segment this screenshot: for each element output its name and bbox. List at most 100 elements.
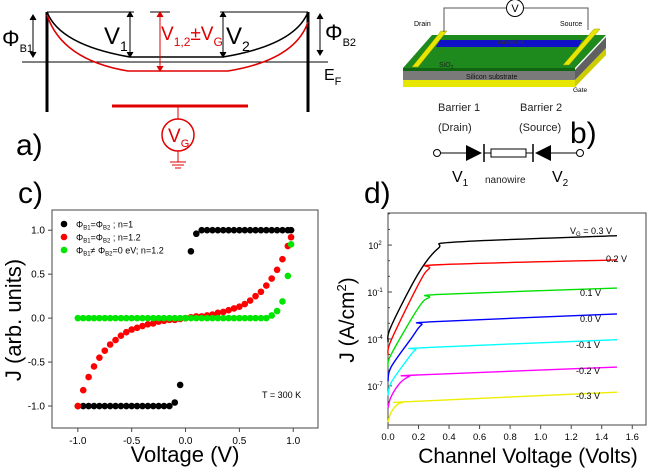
y-tick-base: 10 bbox=[367, 335, 377, 345]
data-point-series-3 bbox=[209, 314, 216, 322]
x-tick-label: 0.0 bbox=[381, 432, 394, 443]
data-point-series-3 bbox=[236, 314, 243, 322]
x-tick-label: 1.2 bbox=[565, 432, 578, 443]
data-point-series-3 bbox=[198, 314, 205, 322]
y-axis-label: J (arb. units) bbox=[1, 259, 26, 381]
data-point-series-1 bbox=[193, 230, 200, 238]
fermi-level-label: EF bbox=[324, 67, 342, 88]
panel-d-chart: d) 0.0 0.2 0.4 0.6 0.8 1.0 1.2 1.4 1.610210-110-… bbox=[334, 177, 647, 468]
legend-text: =Φ bbox=[91, 220, 103, 230]
panel-a-label: a) bbox=[16, 129, 43, 162]
data-point-series-3 bbox=[241, 314, 249, 322]
series-lines bbox=[387, 234, 618, 423]
data-point-series-1 bbox=[252, 226, 259, 234]
source-label: Source bbox=[560, 21, 582, 28]
y-tick-base: 10 bbox=[367, 382, 377, 392]
data-point-series-2 bbox=[90, 363, 98, 370]
y-tick-exponent: -4 bbox=[377, 335, 383, 341]
legend-marker bbox=[60, 233, 68, 241]
series-line-2 bbox=[387, 259, 618, 355]
series-label-text: -0.3 V bbox=[576, 391, 600, 401]
series-line-3 bbox=[387, 287, 618, 368]
data-point-series-3 bbox=[79, 314, 87, 322]
data-point-series-3 bbox=[263, 314, 270, 322]
data-point-series-3 bbox=[96, 314, 103, 322]
data-point-series-1 bbox=[85, 402, 92, 410]
data-point-series-1 bbox=[257, 226, 265, 234]
legend-entry: ΦB1=ΦB2 ; n=1 bbox=[76, 220, 133, 232]
data-point-series-2 bbox=[214, 309, 222, 317]
x-tick-label: 0.8 bbox=[504, 432, 517, 443]
data-point-series-2 bbox=[236, 303, 243, 310]
y-tick-label: 10-7 bbox=[367, 382, 383, 392]
data-point-series-1 bbox=[96, 402, 103, 410]
drain-paren-label: (Drain) bbox=[438, 122, 472, 134]
x-tick-label: 1.0 bbox=[534, 432, 547, 443]
legend-subscript: B2 bbox=[103, 239, 111, 245]
series-label-text: 0.2 V bbox=[606, 254, 627, 264]
legend-subscript: B2 bbox=[105, 252, 113, 258]
data-point-series-1 bbox=[203, 226, 211, 234]
data-point-series-3 bbox=[117, 314, 125, 322]
source-paren-label: (Source) bbox=[519, 122, 561, 134]
x-tick-label: 1.0 bbox=[286, 436, 300, 447]
x-tick-label: 0.2 bbox=[412, 432, 425, 443]
y-tick-label: -1.0 bbox=[28, 402, 46, 413]
substrate-side bbox=[575, 37, 606, 80]
series-label: 0.2 V bbox=[606, 254, 627, 264]
series-label-text: -0.1 V bbox=[576, 340, 600, 350]
x-tick-label: -1.0 bbox=[69, 436, 87, 447]
data-point-series-1 bbox=[263, 226, 270, 234]
y-tick-exponent: -1 bbox=[377, 288, 383, 294]
ground-icon bbox=[170, 151, 186, 169]
source-wire bbox=[524, 7, 589, 30]
x-tick-label: 0.0 bbox=[179, 436, 193, 447]
series-line-6 bbox=[387, 366, 618, 408]
legend-text: =0 eV; n=1.2 bbox=[113, 246, 164, 256]
series-label: 0.0 V bbox=[580, 314, 601, 324]
legend-text: ; n=1 bbox=[110, 220, 133, 230]
data-point-series-3 bbox=[139, 314, 146, 322]
phi-b2-label: ΦB2 bbox=[325, 20, 356, 49]
legend-marker bbox=[60, 246, 68, 254]
data-point-series-2 bbox=[257, 288, 265, 296]
legend-subscript: B1 bbox=[83, 252, 91, 258]
data-point-series-1 bbox=[187, 248, 195, 255]
series-labels: VG = 0.3 V 0.2 V 0.1 V 0.0 V -0.1 V -0.2 V -0.… bbox=[570, 226, 627, 401]
axis-ticks: -1.0 -0.5 0.0 0.5 1.0 -1.0 -0.5 0.0 0.5 1.0 bbox=[28, 226, 301, 447]
data-point-series-3 bbox=[273, 307, 281, 315]
data-point-series-2 bbox=[79, 386, 87, 394]
y-tick-label: 102 bbox=[368, 241, 382, 251]
drain-electrode bbox=[411, 30, 448, 68]
barrier2-label: Barrier 2 bbox=[520, 102, 562, 114]
data-point-series-1 bbox=[268, 226, 275, 234]
data-point-series-2 bbox=[101, 347, 109, 354]
terminal-left-icon bbox=[433, 149, 441, 157]
voltmeter-label: V bbox=[511, 3, 519, 15]
x-tick-label: 1.6 bbox=[626, 432, 639, 443]
gate-label: Gate bbox=[573, 87, 587, 94]
data-point-series-3 bbox=[193, 314, 200, 322]
data-point-series-2 bbox=[139, 322, 146, 330]
data-point-series-1 bbox=[219, 226, 227, 234]
legend-text: Φ bbox=[76, 233, 83, 243]
data-point-series-2 bbox=[74, 402, 82, 410]
series-label: -0.3 V bbox=[576, 391, 600, 401]
series-label-text: V bbox=[570, 226, 576, 236]
data-point-series-3 bbox=[219, 314, 227, 322]
data-point-series-2 bbox=[128, 326, 135, 333]
data-point-series-3 bbox=[225, 314, 232, 322]
x-tick-label: 0.6 bbox=[473, 432, 486, 443]
series-line-5 bbox=[387, 339, 618, 396]
series-label-text: = 0.3 V bbox=[581, 226, 612, 236]
panel-a-band-diagram: ΦB1 V1 V1,2±VG V2 ΦB2 EF VG a) bbox=[2, 11, 356, 169]
x-tick-label: 1.4 bbox=[595, 432, 608, 443]
v12-vg-label: V1,2±VG bbox=[161, 24, 223, 49]
series-line-7 bbox=[387, 391, 618, 423]
plot-frame bbox=[387, 212, 647, 426]
data-point-series-3 bbox=[90, 314, 98, 322]
data-point-series-2 bbox=[112, 336, 119, 344]
substrate-label: Silicon substrate bbox=[466, 74, 517, 81]
y-tick-base: 10 bbox=[368, 241, 378, 251]
data-point-series-2 bbox=[117, 332, 125, 340]
